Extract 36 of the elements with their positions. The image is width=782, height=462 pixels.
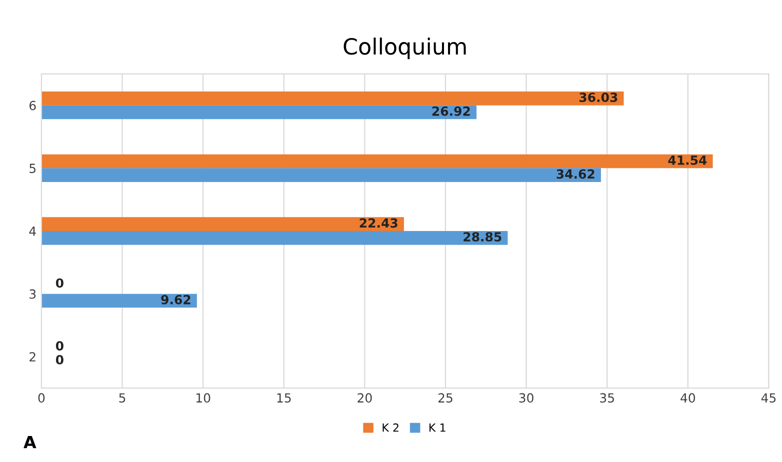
legend-label: K 1 — [430, 424, 446, 432]
y-tick-label: 4 — [29, 226, 36, 236]
data-label: 9.62 — [161, 294, 190, 304]
text: A — [24, 436, 36, 448]
data-label: 22.43 — [360, 218, 398, 228]
chart-title: Colloquium — [344, 38, 466, 60]
x-tick-label: 5 — [119, 393, 126, 403]
data-label: 0 — [56, 341, 64, 351]
x-tick-label: 15 — [277, 393, 291, 403]
x-tick-label: 35 — [600, 393, 614, 403]
data-label: 26.92 — [432, 106, 470, 116]
x-tick-label: 30 — [519, 393, 534, 403]
bar — [41, 105, 477, 120]
x-tick-label: 10 — [196, 393, 210, 403]
y-tick-label: 6 — [30, 100, 36, 110]
bar — [41, 92, 624, 106]
data-label: 41.54 — [668, 156, 707, 165]
x-tick-label: 0 — [38, 393, 45, 403]
x-tick-label: 20 — [358, 393, 372, 403]
y-tick-label: 5 — [30, 164, 36, 174]
data-label: 0 — [56, 354, 64, 364]
x-tick-label: 25 — [438, 393, 452, 403]
x-tick-label: 40 — [680, 393, 696, 403]
y-tick-label: 3 — [30, 289, 36, 299]
data-label: 0 — [56, 278, 64, 288]
bar — [41, 231, 508, 245]
data-label: 34.62 — [556, 169, 594, 179]
bar — [41, 154, 713, 168]
y-tick-label: 2 — [30, 352, 36, 362]
data-label: 36.03 — [579, 92, 618, 102]
bar — [41, 217, 404, 231]
bar — [41, 294, 197, 308]
bar — [41, 168, 601, 182]
x-tick-label: 45 — [761, 393, 776, 403]
data-label: 28.85 — [464, 232, 502, 242]
legend-label: K 2 — [382, 423, 398, 432]
